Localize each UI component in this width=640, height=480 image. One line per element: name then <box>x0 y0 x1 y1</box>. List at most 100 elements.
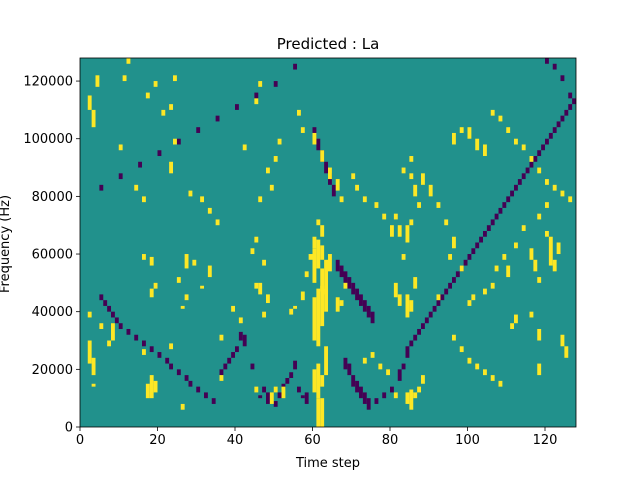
y-tick-label: 20000 <box>32 363 73 378</box>
heatmap-cell-high <box>343 282 348 289</box>
heatmap-cell-high <box>231 305 236 312</box>
heatmap-cell-high <box>471 294 476 301</box>
heatmap-cell-high <box>362 196 367 203</box>
heatmap-cell-high <box>258 282 263 295</box>
heatmap-cell-high <box>409 389 414 410</box>
heatmap-cell-high <box>521 225 526 231</box>
heatmap-cell-low <box>351 282 356 295</box>
heatmap-cell-low <box>211 398 216 404</box>
heatmap-cell-high <box>312 369 317 393</box>
heatmap-cell-low <box>564 109 569 116</box>
heatmap-cell-high <box>281 386 286 399</box>
heatmap-cell-high <box>324 346 329 376</box>
heatmap-cell-high <box>300 127 305 133</box>
heatmap-cell-high <box>254 98 259 105</box>
heatmap-cell-low <box>510 190 515 197</box>
heatmap-cell-low <box>277 392 282 399</box>
heatmap-cell-high <box>514 314 518 324</box>
heatmap-cell-high <box>258 81 263 87</box>
plot-frame <box>79 57 577 428</box>
heatmap-cell-low <box>184 375 189 381</box>
heatmap-cell-high <box>393 282 398 298</box>
heatmap-cell-high <box>510 323 515 329</box>
heatmap-cell-low <box>421 323 425 329</box>
chart-title: Predicted : La <box>277 35 380 53</box>
heatmap-cell-high <box>312 236 317 249</box>
heatmap-cell-high <box>490 282 495 289</box>
x-axis-label: Time step <box>295 456 360 471</box>
heatmap-cell-high <box>180 403 185 410</box>
heatmap-cell-low <box>343 271 348 283</box>
heatmap-cell-high <box>514 242 518 249</box>
heatmap-cell-high <box>169 161 174 174</box>
y-axis: 0 20000 40000 60000 80000 100000 120000 <box>23 75 80 436</box>
heatmap-cell-low <box>502 202 507 208</box>
heatmap-cell-high <box>428 184 433 197</box>
heatmap-cell-low <box>111 311 115 318</box>
heatmap-cell-high <box>417 202 422 208</box>
x-tick-label: 80 <box>382 433 399 448</box>
heatmap-cell-low <box>196 127 201 133</box>
heatmap-cell-high <box>378 363 383 370</box>
heatmap-cell-low <box>215 115 220 122</box>
heatmap-cell-low <box>397 369 402 381</box>
heatmap-cell-low <box>114 317 119 324</box>
heatmap-cell-high <box>134 184 139 191</box>
heatmap-cell-low <box>297 386 301 393</box>
heatmap-cell-high <box>339 196 344 203</box>
heatmap-cell-low <box>324 161 329 174</box>
heatmap-cell-low <box>448 282 453 289</box>
heatmap-cell-low <box>134 334 139 341</box>
heatmap-cell-high <box>111 323 115 341</box>
heatmap-cell-high <box>490 109 495 116</box>
heatmap-cell-low <box>126 328 131 335</box>
heatmap-cell-low <box>254 92 259 99</box>
heatmap-cell-high <box>269 184 274 191</box>
heatmap-cell-low <box>188 380 193 387</box>
heatmap-cell-high <box>502 254 507 260</box>
heatmap-cell-high <box>413 392 418 399</box>
heatmap-cell-low <box>176 369 181 376</box>
heatmap-cell-high <box>560 334 565 347</box>
heatmap-cell-low <box>238 331 243 341</box>
heatmap-cell-high <box>370 352 375 358</box>
heatmap-cell-low <box>498 207 503 214</box>
heatmap-cell-low <box>525 167 530 174</box>
heatmap-cell-low <box>475 242 480 249</box>
heatmap-cell-high <box>506 127 511 133</box>
heatmap-cell-low <box>138 161 143 168</box>
heatmap-cell-low <box>444 288 449 295</box>
heatmap-cell-high <box>397 294 402 306</box>
heatmap-cell-high <box>266 294 270 304</box>
heatmap-cell-low <box>374 398 379 404</box>
heatmap-cell-low <box>436 300 441 306</box>
heatmap-cell-high <box>498 380 503 387</box>
heatmap-cell-high <box>173 138 177 145</box>
heatmap-cell-low <box>560 75 565 82</box>
heatmap-cell-high <box>490 375 495 381</box>
heatmap-cell-low <box>428 311 433 318</box>
heatmap-cell-high <box>254 386 259 393</box>
heatmap-cell-high <box>529 156 534 162</box>
heatmap-cell-high <box>529 311 534 318</box>
heatmap-cell-high <box>87 340 92 364</box>
heatmap-cell-high <box>529 248 534 260</box>
heatmap-cell-high <box>556 242 561 255</box>
heatmap-cell-high <box>91 357 96 376</box>
heatmap-cell-high <box>173 75 177 82</box>
heatmap-cell-low <box>370 311 375 324</box>
heatmap-cell-high <box>459 346 464 353</box>
heatmap-cell-low <box>250 363 255 370</box>
heatmap-cell-high <box>297 109 301 116</box>
heatmap-cell-low <box>463 259 468 266</box>
heatmap-cell-high <box>312 132 317 145</box>
heatmap-cell-high <box>568 196 573 203</box>
heatmap-cell-high <box>537 277 542 283</box>
heatmap-cell-high <box>548 236 553 266</box>
heatmap-cell-low <box>118 323 123 329</box>
heatmap-cell-low <box>235 346 239 353</box>
heatmap-cell-low <box>390 386 394 393</box>
heatmap-cell-high <box>95 75 100 87</box>
heatmap-cell-high <box>355 184 360 191</box>
heatmap-cell-high <box>169 104 174 110</box>
